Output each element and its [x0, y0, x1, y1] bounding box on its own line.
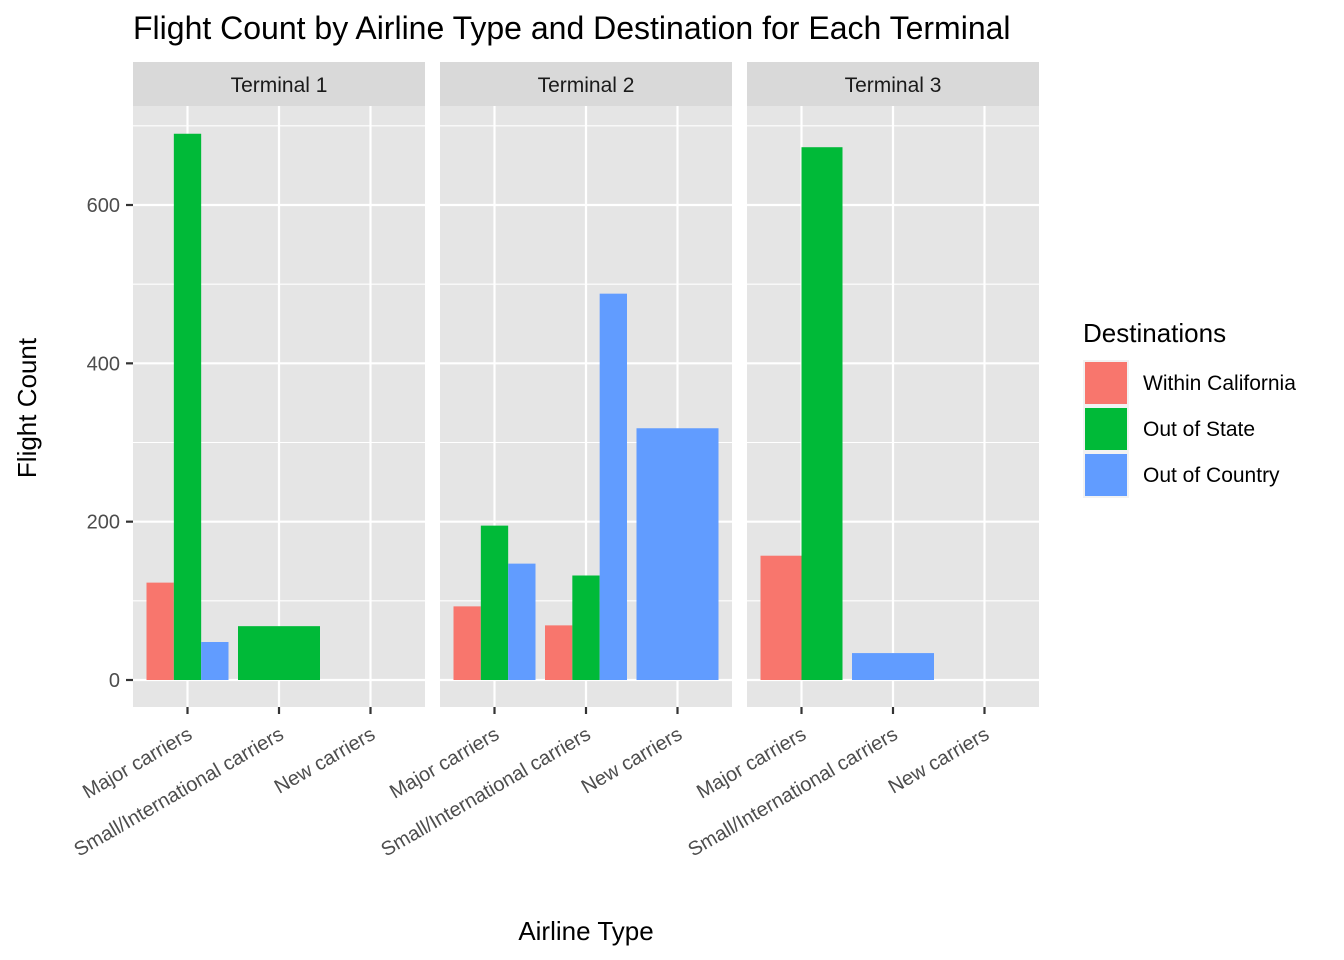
x-axis-title: Airline Type: [518, 916, 653, 946]
bar: [599, 293, 627, 680]
facet-strip: [440, 62, 732, 106]
facet-strip-label: Terminal 3: [845, 74, 942, 97]
bar: [480, 525, 509, 680]
bar: [636, 428, 719, 680]
facet-strip-label: Terminal 1: [231, 74, 328, 97]
facet-strip: [133, 62, 425, 106]
y-tick-label: 0: [109, 670, 120, 692]
bar: [545, 625, 573, 680]
chart-title: Flight Count by Airline Type and Destina…: [133, 10, 1011, 46]
bar: [572, 575, 600, 680]
bar: [238, 626, 320, 680]
bar: [146, 582, 174, 680]
x-tick-label: New carriers: [578, 723, 686, 798]
x-tick-label: New carriers: [885, 723, 993, 798]
legend-title: Destinations: [1083, 318, 1226, 348]
y-tick-label: 600: [87, 195, 120, 217]
legend-key: [1085, 454, 1127, 496]
bar: [760, 555, 802, 680]
bar: [201, 642, 229, 680]
y-tick-label: 200: [87, 512, 120, 534]
legend: Destinations Within California Out of Sta…: [1083, 318, 1296, 498]
y-tick-label: 400: [87, 353, 120, 375]
y-axis-title: Flight Count: [12, 337, 42, 478]
x-tick-label: New carriers: [271, 723, 379, 798]
bar: [453, 606, 481, 680]
legend-key: [1085, 362, 1127, 404]
legend-label: Within California: [1143, 372, 1296, 395]
y-axis: 0 200 400 600: [87, 195, 133, 692]
bar: [508, 563, 536, 680]
facet-strip-label: Terminal 2: [538, 74, 635, 97]
bar: [801, 147, 843, 681]
legend-key: [1085, 408, 1127, 450]
facet-strip: [747, 62, 1039, 106]
legend-label: Out of Country: [1143, 464, 1280, 487]
bar: [173, 133, 202, 680]
bar: [852, 653, 934, 680]
legend-label: Out of State: [1143, 418, 1255, 441]
